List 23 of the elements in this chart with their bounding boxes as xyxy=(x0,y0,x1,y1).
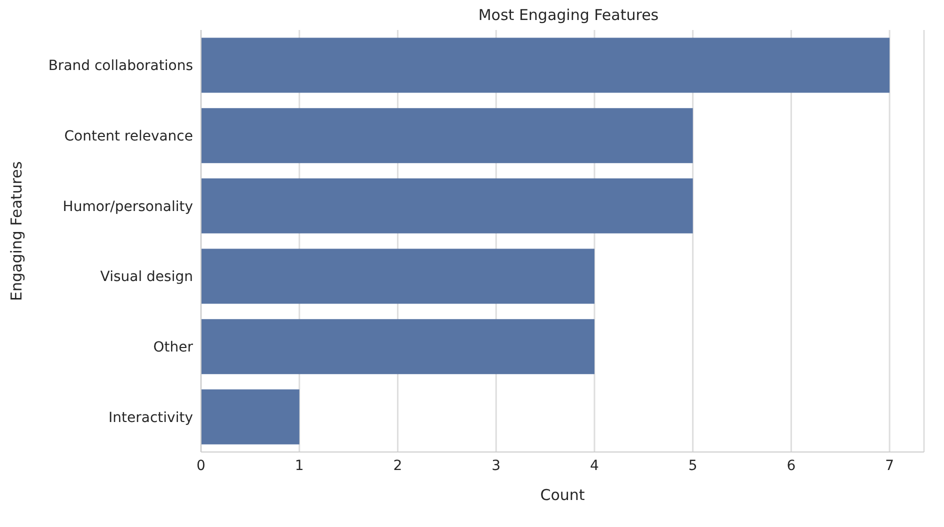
x-tick-label: 1 xyxy=(294,458,304,474)
chart-title: Most Engaging Features xyxy=(477,6,660,24)
y-axis-title: Engaging Features xyxy=(7,161,26,301)
x-tick-label: 2 xyxy=(393,458,402,474)
x-tick-label: 3 xyxy=(492,458,501,474)
x-tick-label: 0 xyxy=(196,458,206,474)
y-tick-label: Humor/personality xyxy=(62,198,193,215)
bar xyxy=(201,248,594,304)
bar xyxy=(201,38,890,93)
x-tick-label: 6 xyxy=(786,458,796,474)
x-tick-label: 5 xyxy=(688,458,698,474)
y-tick-label: Interactivity xyxy=(108,410,193,426)
x-tick-label: 7 xyxy=(885,458,894,474)
bar xyxy=(201,108,693,164)
bar xyxy=(201,178,693,234)
y-tick-label: Visual design xyxy=(100,269,193,286)
bar xyxy=(201,389,300,444)
x-tick-label: 4 xyxy=(590,458,600,474)
x-axis-title: Count xyxy=(540,486,585,504)
y-tick-label: Brand collaborations xyxy=(48,58,193,74)
y-tick-label: Content relevance xyxy=(64,128,193,144)
y-tick-label: Other xyxy=(153,339,194,356)
bar xyxy=(201,319,594,374)
